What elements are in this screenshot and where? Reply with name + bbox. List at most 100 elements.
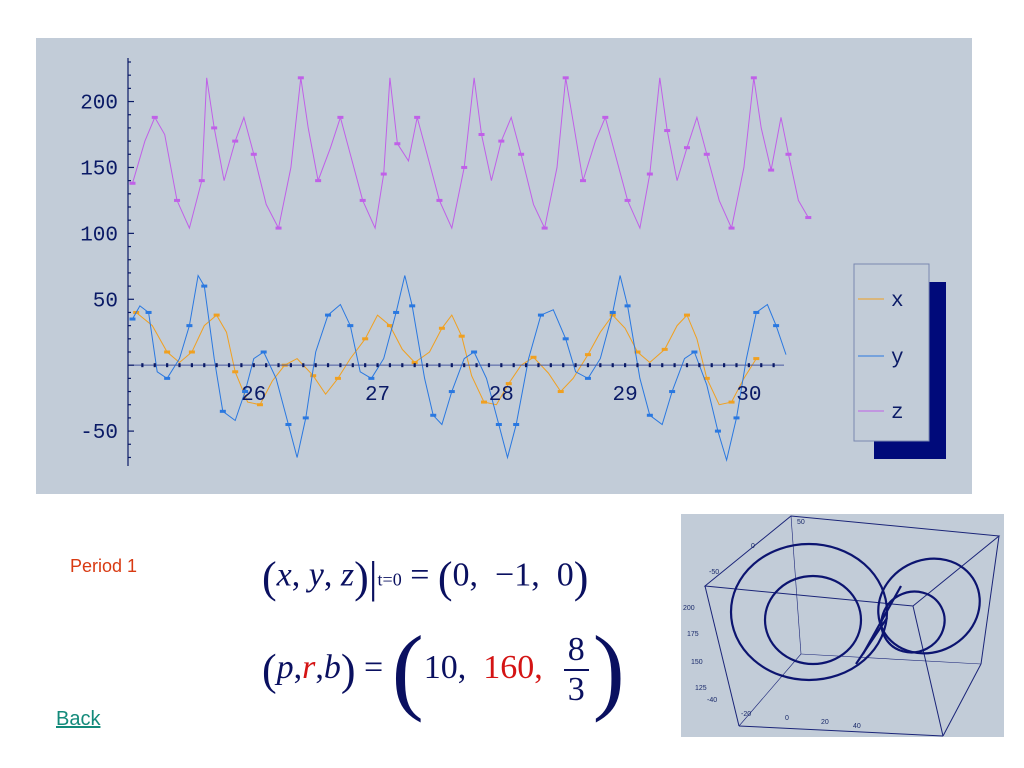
series-marker-y bbox=[347, 324, 354, 328]
series-marker-y bbox=[513, 423, 520, 426]
eq1-var-z: z bbox=[340, 556, 355, 594]
series-marker-x bbox=[703, 376, 710, 380]
series-line-z bbox=[132, 77, 809, 230]
series-marker-y bbox=[430, 413, 437, 417]
series-marker-y bbox=[186, 324, 193, 328]
series-marker-z bbox=[624, 198, 631, 202]
box-top-face bbox=[703, 515, 1001, 607]
series-marker-x bbox=[634, 350, 641, 354]
series-marker-y bbox=[495, 423, 502, 426]
box-edge bbox=[738, 725, 944, 737]
eq2-rhs-open: ( bbox=[391, 616, 424, 723]
series-marker-z bbox=[436, 198, 443, 202]
series-marker-z bbox=[461, 165, 468, 169]
series-marker-x bbox=[362, 337, 369, 341]
series-marker-y bbox=[448, 390, 455, 394]
series-marker-z bbox=[198, 179, 205, 183]
series-marker-x bbox=[232, 370, 239, 374]
series-marker-z bbox=[646, 172, 653, 176]
eq2-open-paren: ( bbox=[262, 645, 277, 695]
series-marker-z bbox=[211, 126, 218, 130]
attractor-tick: 125 bbox=[695, 685, 707, 692]
series-marker-z bbox=[768, 168, 775, 172]
attractor-orbit bbox=[729, 542, 981, 682]
y-tick-label: -50 bbox=[80, 422, 118, 445]
series-marker-x bbox=[411, 361, 418, 365]
series-marker-z bbox=[380, 172, 387, 176]
eq2-var-r: r bbox=[302, 648, 316, 686]
series-marker-z bbox=[478, 133, 485, 136]
series-marker-z bbox=[394, 142, 401, 146]
eq1-var-x: x bbox=[276, 556, 292, 594]
series-marker-y bbox=[302, 416, 309, 420]
series-marker-z bbox=[414, 115, 421, 119]
box-edge bbox=[980, 535, 1000, 665]
series-marker-y bbox=[669, 390, 676, 394]
series-marker-z bbox=[602, 115, 609, 119]
eq1-rhs-0: 0, bbox=[452, 556, 479, 594]
eq2-equals: = bbox=[364, 648, 384, 686]
series-marker-x bbox=[480, 400, 487, 404]
series-marker-y bbox=[368, 376, 375, 380]
series-marker-y bbox=[164, 376, 171, 380]
series-marker-z bbox=[664, 129, 671, 133]
fraction-numerator: 8 bbox=[563, 631, 589, 671]
y-tick-label: 200 bbox=[80, 93, 118, 116]
series-marker-y bbox=[562, 337, 569, 341]
series-marker-x bbox=[213, 313, 220, 317]
attractor-tick: 50 bbox=[797, 519, 805, 526]
legend-label-y: y bbox=[891, 347, 904, 370]
back-link[interactable]: Back bbox=[56, 708, 101, 730]
series-marker-y bbox=[325, 313, 332, 317]
series-marker-x bbox=[609, 313, 616, 317]
x-tick-label: 27 bbox=[365, 384, 390, 407]
series-marker-y bbox=[584, 376, 591, 380]
y-tick-label: 100 bbox=[80, 224, 118, 247]
series-marker-y bbox=[609, 310, 616, 314]
attractor-tick: -20 bbox=[741, 711, 751, 718]
period-label: Period 1 bbox=[70, 556, 138, 576]
x-tick-label: 26 bbox=[241, 384, 266, 407]
orbit-loop-inner-left bbox=[763, 574, 863, 666]
y-tick-label: 150 bbox=[80, 158, 118, 181]
orbit-loop-inner-right bbox=[880, 590, 946, 654]
time-series-chart: 200 150 100 50 -50 26 27 28 29 30 x y z bbox=[80, 58, 946, 466]
series-marker-y bbox=[260, 350, 267, 354]
x-tick-label: 28 bbox=[489, 384, 514, 407]
series-marker-x bbox=[530, 355, 537, 359]
series-marker-y bbox=[145, 310, 152, 314]
series-marker-y bbox=[471, 350, 478, 354]
attractor-tick: 175 bbox=[687, 631, 699, 638]
series-marker-x bbox=[334, 376, 341, 380]
series-marker-x bbox=[683, 313, 690, 317]
series-marker-x bbox=[164, 350, 171, 354]
series-marker-z bbox=[250, 152, 257, 156]
attractor-tick: -40 bbox=[707, 697, 717, 704]
eq1-rhs-open: ( bbox=[437, 553, 453, 602]
series-marker-x bbox=[661, 347, 668, 351]
x-tick-label: 30 bbox=[736, 384, 761, 407]
legend-label-x: x bbox=[891, 290, 904, 313]
series-marker-y bbox=[219, 409, 226, 413]
series-marker-y bbox=[624, 304, 631, 308]
series-marker-x bbox=[728, 400, 735, 404]
attractor-tick: 0 bbox=[751, 543, 755, 550]
box-edge bbox=[704, 585, 740, 727]
series-marker-z bbox=[703, 152, 710, 156]
eq1-open-paren: ( bbox=[262, 553, 277, 602]
eq1-var-y: y bbox=[308, 556, 324, 594]
series-marker-z bbox=[580, 179, 587, 183]
box-edge-hidden bbox=[800, 653, 982, 665]
series-marker-x bbox=[256, 403, 263, 407]
eq2-var-p: p bbox=[276, 648, 294, 686]
series-line-x bbox=[135, 312, 757, 406]
series-marker-z bbox=[174, 198, 181, 202]
eq1-eval-bar: | bbox=[368, 553, 378, 602]
series-marker-z bbox=[498, 139, 505, 143]
series-marker-y bbox=[773, 324, 780, 328]
series-marker-z bbox=[683, 146, 690, 150]
series-marker-z bbox=[518, 152, 525, 156]
eq1-rhs-2: 0 bbox=[556, 556, 574, 594]
series-marker-z bbox=[805, 216, 812, 220]
